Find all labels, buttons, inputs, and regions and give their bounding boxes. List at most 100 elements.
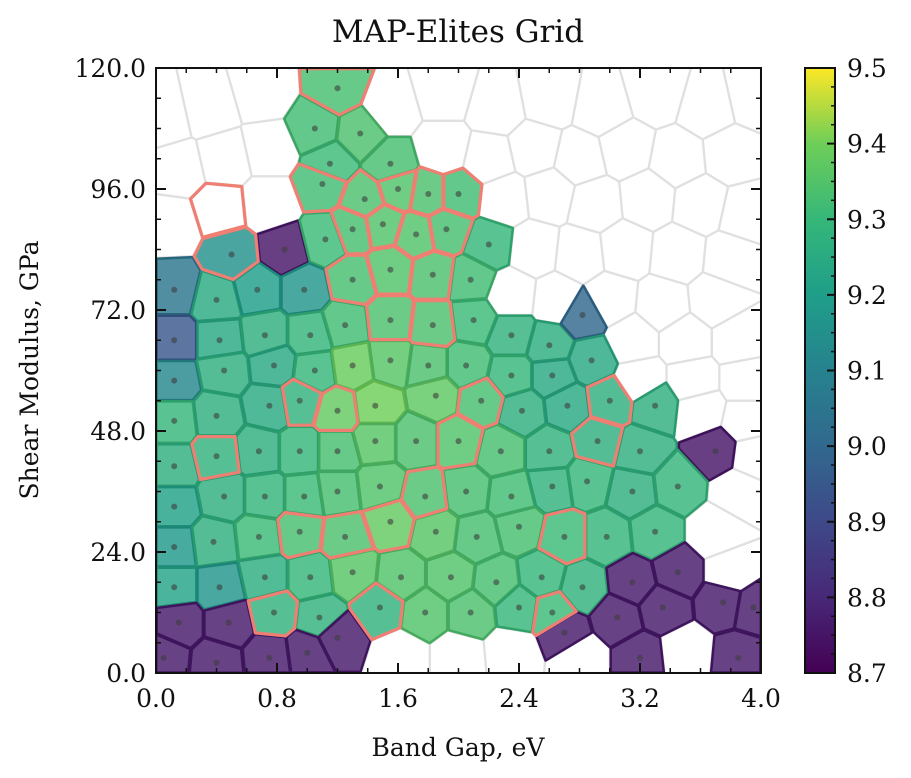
elite-cell	[493, 583, 539, 634]
cell-centroid	[228, 251, 235, 258]
cell-centroid	[516, 604, 522, 611]
elite-cell	[156, 314, 198, 362]
y-tick-label: 72.0	[90, 296, 146, 325]
elite-cell	[192, 389, 246, 437]
colorbar-tick-label: 9.2	[847, 281, 887, 310]
cell-centroid	[342, 533, 349, 540]
cell-centroid	[735, 654, 742, 661]
cell-centroid	[447, 574, 454, 581]
elite-cell	[156, 485, 203, 528]
cell-centroid	[516, 523, 522, 530]
cell-centroid	[467, 609, 474, 616]
cell-centroid	[319, 181, 326, 187]
cell-centroid	[546, 448, 553, 455]
cell-centroid	[603, 533, 610, 540]
highlighted-cell	[246, 589, 300, 638]
colorbar-tick-label: 9.5	[847, 54, 887, 83]
cell-centroid	[326, 160, 333, 167]
cell-centroid	[493, 579, 500, 586]
cell-centroid	[301, 493, 308, 500]
cell-centroid	[221, 493, 228, 500]
cell-centroid	[372, 402, 379, 409]
highlighted-cell	[436, 412, 485, 470]
cell-centroid	[171, 463, 178, 470]
cell-centroid	[614, 614, 621, 621]
cell-centroid	[254, 286, 261, 293]
cell-centroid	[349, 362, 356, 369]
elite-cell	[351, 422, 397, 466]
cell-centroid	[637, 654, 643, 661]
cell-centroid	[712, 448, 719, 455]
elite-cell	[316, 470, 362, 518]
elite-cell	[156, 359, 203, 402]
elite-cell	[241, 632, 292, 673]
empty-cell	[721, 68, 761, 135]
elite-cell	[709, 628, 761, 673]
cell-centroid	[508, 372, 515, 379]
cell-centroid	[261, 332, 268, 339]
cell-centroid	[387, 518, 394, 525]
cell-centroid	[561, 533, 568, 540]
filled-cells-layer	[156, 68, 761, 673]
cell-centroid	[463, 362, 470, 369]
elite-cell	[587, 592, 645, 649]
cell-centroid	[594, 438, 601, 445]
cell-centroid	[629, 579, 636, 586]
cell-centroid	[637, 448, 643, 455]
y-tick-label: 120.0	[74, 54, 146, 83]
y-tick-label: 96.0	[90, 175, 146, 204]
cell-centroid	[629, 488, 636, 495]
x-axis-label: Band Gap, eV	[372, 733, 546, 762]
cell-centroid	[508, 332, 515, 339]
cell-centroid	[422, 609, 429, 616]
elite-cell	[282, 93, 340, 157]
cell-centroid	[171, 503, 178, 510]
cell-centroid	[266, 654, 273, 661]
cell-centroid	[349, 276, 356, 283]
cell-centroid	[334, 85, 341, 92]
cell-centroid	[652, 402, 659, 409]
cell-centroid	[561, 629, 568, 636]
cell-centroid	[261, 574, 268, 581]
elite-cell	[535, 610, 594, 662]
cell-centroid	[579, 312, 586, 318]
cell-centroid	[432, 528, 439, 535]
cell-centroid	[478, 397, 485, 404]
colorbar-tick-label: 9.1	[847, 357, 887, 386]
cell-centroid	[413, 231, 420, 238]
cell-centroid	[463, 488, 470, 495]
x-tick-label: 2.4	[499, 684, 539, 713]
cell-centroid	[579, 584, 586, 591]
cell-centroid	[255, 448, 262, 455]
y-tick-label: 48.0	[90, 417, 146, 446]
highlighted-cell	[361, 498, 416, 554]
cell-centroid	[334, 488, 341, 495]
y-tick-label: 24.0	[90, 538, 146, 567]
x-axis-ticks: 0.0 0.8 1.6 2.4 3.2 4.0	[136, 68, 781, 713]
cell-centroid	[379, 221, 386, 228]
x-tick-label: 1.6	[378, 684, 418, 713]
cell-centroid	[387, 266, 394, 273]
highlighted-cell	[569, 416, 625, 468]
y-tick-label: 0.0	[106, 659, 146, 688]
x-tick-label: 0.8	[257, 684, 297, 713]
cell-centroid	[171, 584, 178, 591]
cell-centroid	[281, 246, 288, 253]
cell-centroid	[213, 453, 220, 460]
cell-centroid	[372, 438, 379, 445]
chart-title: MAP-Elites Grid	[332, 14, 584, 50]
cell-centroid	[376, 483, 383, 490]
cell-centroid	[216, 584, 223, 591]
elite-cell	[195, 472, 246, 524]
cell-centroid	[443, 226, 450, 233]
cell-centroid	[720, 599, 727, 606]
cell-centroid	[334, 407, 341, 414]
cell-centroid	[429, 322, 436, 329]
cell-centroid	[210, 538, 217, 545]
cell-centroid	[387, 357, 394, 364]
cell-centroid	[213, 412, 220, 419]
cell-centroid	[311, 367, 318, 374]
colorbar-tick-label: 9.4	[847, 130, 887, 159]
colorbar-ticks: 8.7 8.8 8.9 9.0 9.1 9.2 9.3 9.4 9.5	[827, 54, 887, 688]
